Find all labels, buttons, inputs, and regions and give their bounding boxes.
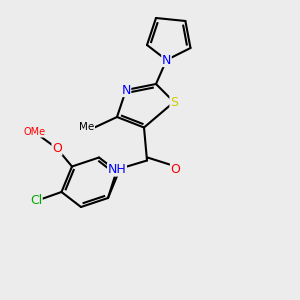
Text: S: S: [170, 95, 178, 109]
Text: O: O: [171, 163, 180, 176]
Text: O: O: [52, 142, 62, 155]
Text: N: N: [162, 53, 171, 67]
Text: Me: Me: [79, 122, 94, 133]
Text: N: N: [121, 83, 131, 97]
Text: NH: NH: [108, 163, 126, 176]
Text: Cl: Cl: [30, 194, 42, 208]
Text: OMe: OMe: [23, 127, 46, 137]
